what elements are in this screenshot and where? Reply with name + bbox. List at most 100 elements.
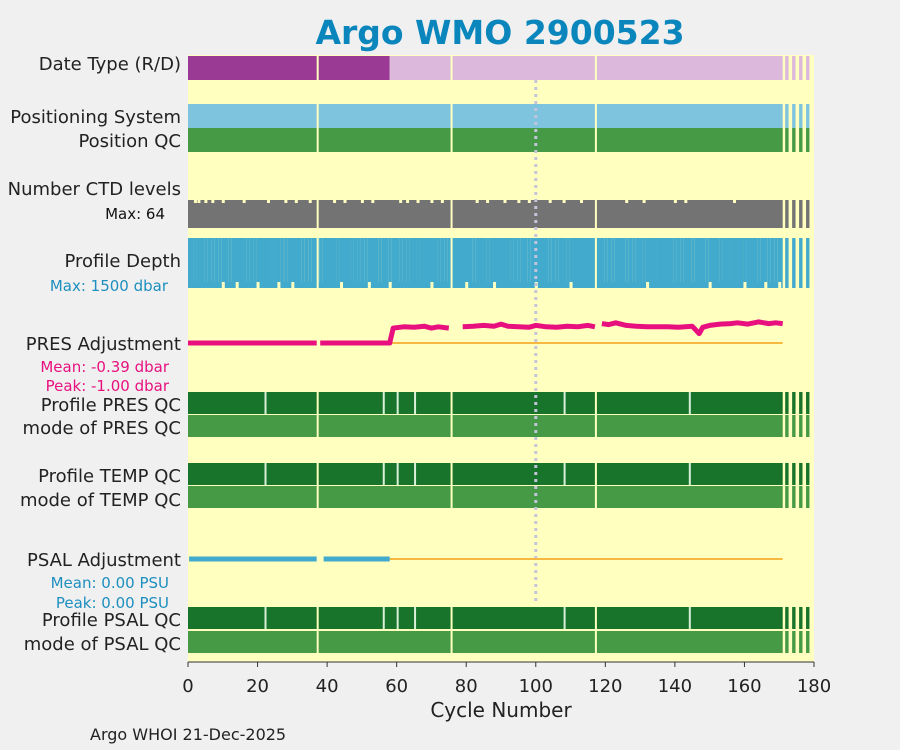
profile-depth-notch: [569, 282, 573, 288]
temp_qc-qc-tick: [688, 463, 691, 485]
position_qc-sparse-bar: [806, 128, 810, 152]
label-date-type: Date Type (R/D): [39, 54, 181, 75]
ctd_levels-notch: [579, 200, 583, 203]
ctd_levels-sparse-bar: [799, 200, 803, 228]
profile-depth-column: [691, 238, 695, 282]
pres_qc-sparse-bar: [792, 392, 796, 414]
label-pres-adjustment: PRES Adjustment: [26, 334, 181, 355]
profile-depth-column: [736, 238, 740, 282]
pres-adjustment-line: [462, 321, 596, 330]
temp_qc-sparse-bar: [806, 463, 810, 485]
x-tick-label: 140: [658, 676, 692, 697]
profile-depth-column: [319, 238, 323, 282]
ctd_levels-notch: [284, 200, 288, 203]
position_qc-bar: [188, 128, 317, 152]
temp_mode-bar: [318, 486, 451, 508]
profile-depth-column: [437, 238, 441, 282]
ctd_levels-notch: [416, 200, 420, 203]
ctd_levels-sparse-bar: [792, 200, 796, 228]
ctd_levels-notch: [204, 200, 208, 203]
temp_mode-sparse-bar: [799, 486, 803, 508]
profile-depth-column: [579, 238, 583, 282]
date_type-bar: [318, 56, 390, 80]
profile_depth-sparse-bar: [792, 238, 796, 288]
temp_qc-sparse-bar: [792, 463, 796, 485]
profile-depth-column: [653, 238, 657, 282]
temp_mode-sparse-bar: [785, 486, 789, 508]
psal_qc-bar: [452, 607, 595, 629]
profile-depth-notch: [277, 282, 281, 288]
pres-adjustment-line: [320, 323, 450, 346]
pres_mode-bar: [452, 415, 595, 437]
ctd_levels-notch: [294, 200, 298, 203]
profile-depth-column: [357, 238, 361, 282]
ctd_levels-notch: [406, 200, 410, 203]
ctd_levels-notch: [193, 200, 197, 203]
position_qc-bar: [318, 128, 451, 152]
psal_qc-qc-tick: [414, 607, 417, 629]
psal_mode-bar: [596, 631, 783, 653]
ctd_levels-notch: [475, 200, 479, 203]
ctd_levels-notch: [360, 200, 364, 203]
temp_mode-sparse-bar: [806, 486, 810, 508]
pres_qc-qc-tick: [688, 392, 691, 414]
chart-title: Argo WMO 2900523: [315, 13, 684, 52]
psal-peak: Peak: 0.00 PSU: [56, 594, 169, 612]
temp_mode-sparse-bar: [792, 486, 796, 508]
label-profile-depth: Profile Depth: [64, 251, 181, 272]
ctd_levels-notch: [211, 200, 215, 203]
profile-depth-column: [246, 238, 250, 282]
profile-depth-notch: [235, 282, 239, 288]
profile-depth-column: [743, 238, 747, 282]
ctd_levels-notch: [684, 200, 688, 203]
ctd_levels-notch: [503, 200, 507, 203]
profile-depth-column: [767, 238, 771, 282]
ctd_levels-notch: [371, 200, 375, 203]
positioning-sparse-bar: [792, 104, 796, 128]
x-tick-label: 0: [182, 676, 193, 697]
profile-depth-notch: [340, 282, 344, 288]
pres_qc-bar: [188, 392, 317, 414]
psal_qc-qc-tick: [264, 607, 267, 629]
profile-depth-column: [548, 238, 552, 282]
psal_mode-sparse-bar: [799, 631, 803, 653]
ctd_levels-sparse-bar: [806, 200, 810, 228]
temp_qc-sparse-bar: [799, 463, 803, 485]
pres_qc-sparse-bar: [806, 392, 810, 414]
x-tick-label: 60: [385, 676, 408, 697]
profile-depth-column: [228, 238, 232, 282]
pres_qc-qc-tick: [396, 392, 399, 414]
positioning-sparse-bar: [806, 104, 810, 128]
position_qc-sparse-bar: [799, 128, 803, 152]
profile-depth-notch: [465, 282, 469, 288]
pres_mode-sparse-bar: [785, 415, 789, 437]
profile_depth-sparse-bar: [799, 238, 803, 288]
profile-depth-column: [406, 238, 410, 282]
profile-depth-column: [555, 238, 559, 282]
profile-depth-column: [343, 238, 347, 282]
profile-depth-notch: [708, 282, 712, 288]
ctd_levels-notch: [673, 200, 677, 203]
date_type-sparse-bar: [785, 56, 789, 80]
ctd_levels-notch: [625, 200, 629, 203]
label-position-qc: Position QC: [78, 131, 181, 152]
profile_depth-bar: [452, 238, 595, 288]
profile_depth-bar: [596, 238, 783, 288]
date_type-sparse-bar: [799, 56, 803, 80]
positioning-bar: [596, 104, 783, 128]
ctd_levels-notch: [642, 200, 646, 203]
profile-depth-column: [423, 238, 427, 282]
profile-depth-notch: [646, 282, 650, 288]
ctd_levels-notch: [197, 200, 201, 203]
pres-mean: Mean: -0.39 dbar: [40, 358, 170, 376]
profile-depth-column: [500, 238, 503, 282]
psal_mode-bar: [188, 631, 317, 653]
temp_qc-qc-tick: [382, 463, 385, 485]
ctd_levels-bar: [188, 200, 317, 228]
x-tick-label: 80: [455, 676, 478, 697]
pres_mode-bar: [318, 415, 451, 437]
x-tick-label: 100: [519, 676, 553, 697]
profile-depth-column: [604, 238, 608, 282]
profile-depth-column: [193, 238, 197, 282]
